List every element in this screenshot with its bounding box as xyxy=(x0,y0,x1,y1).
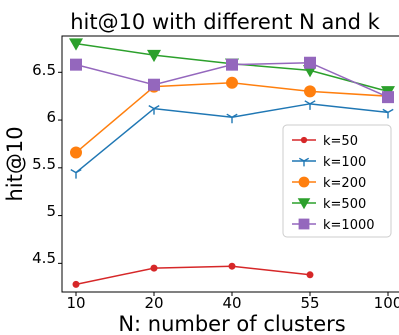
y-axis: 4.5 5 5.5 6 6.5 xyxy=(32,61,56,267)
data-point xyxy=(69,38,83,51)
legend-label: k=100 xyxy=(323,155,366,170)
y-tick-label: 5.5 xyxy=(32,155,56,173)
data-point xyxy=(147,49,161,63)
data-point xyxy=(298,157,310,167)
y-tick-label: 6 xyxy=(46,108,56,126)
y-tick-label: 6.5 xyxy=(32,61,56,79)
legend-label: k=1000 xyxy=(323,218,375,233)
legend-frame xyxy=(282,124,392,238)
y-tick-label: 5 xyxy=(46,202,56,220)
x-axis: 10 20 40 55 100 xyxy=(66,294,399,312)
series-layer xyxy=(69,38,395,288)
data-point xyxy=(298,218,310,230)
y-axis-label: hit@10 xyxy=(3,126,27,201)
data-point xyxy=(70,168,82,179)
legend-entry: k=100 xyxy=(292,155,366,170)
data-point xyxy=(226,113,238,124)
legend-entry: k=1000 xyxy=(292,218,375,233)
data-point xyxy=(298,176,310,188)
series-k-1000 xyxy=(70,56,394,104)
data-point xyxy=(150,264,158,272)
series-k-100 xyxy=(70,100,394,179)
x-tick-label: 100 xyxy=(374,294,399,312)
legend: k=50 k=100 k=200 k=500 k=1000 xyxy=(282,124,392,238)
data-point xyxy=(304,100,316,110)
data-point xyxy=(228,262,236,270)
data-point xyxy=(304,85,316,98)
x-tick-label: 10 xyxy=(66,294,85,312)
chart-title: hit@10 with different N and k xyxy=(70,10,380,34)
x-axis-label: N: number of clusters xyxy=(118,312,345,335)
legend-entry: k=500 xyxy=(292,197,366,212)
data-point xyxy=(304,56,316,69)
x-tick-label: 55 xyxy=(300,294,319,312)
data-point xyxy=(226,76,238,89)
data-point xyxy=(382,108,394,119)
data-point xyxy=(297,198,311,210)
data-point xyxy=(148,78,160,91)
data-point xyxy=(306,271,314,279)
data-point xyxy=(70,146,82,159)
x-tick-label: 40 xyxy=(222,294,241,312)
series-line xyxy=(75,265,311,286)
data-point xyxy=(70,58,82,71)
legend-entry: k=50 xyxy=(292,134,358,149)
x-tick-label: 20 xyxy=(144,294,163,312)
data-point xyxy=(300,136,308,144)
data-point xyxy=(148,104,160,115)
legend-entry: k=200 xyxy=(292,176,366,191)
data-point xyxy=(226,58,238,71)
legend-label: k=50 xyxy=(323,134,358,149)
legend-label: k=500 xyxy=(323,197,366,212)
series-k-50 xyxy=(72,262,314,288)
data-point xyxy=(72,280,80,288)
y-tick-label: 4.5 xyxy=(32,249,56,267)
data-point xyxy=(382,91,394,104)
legend-label: k=200 xyxy=(323,176,366,191)
